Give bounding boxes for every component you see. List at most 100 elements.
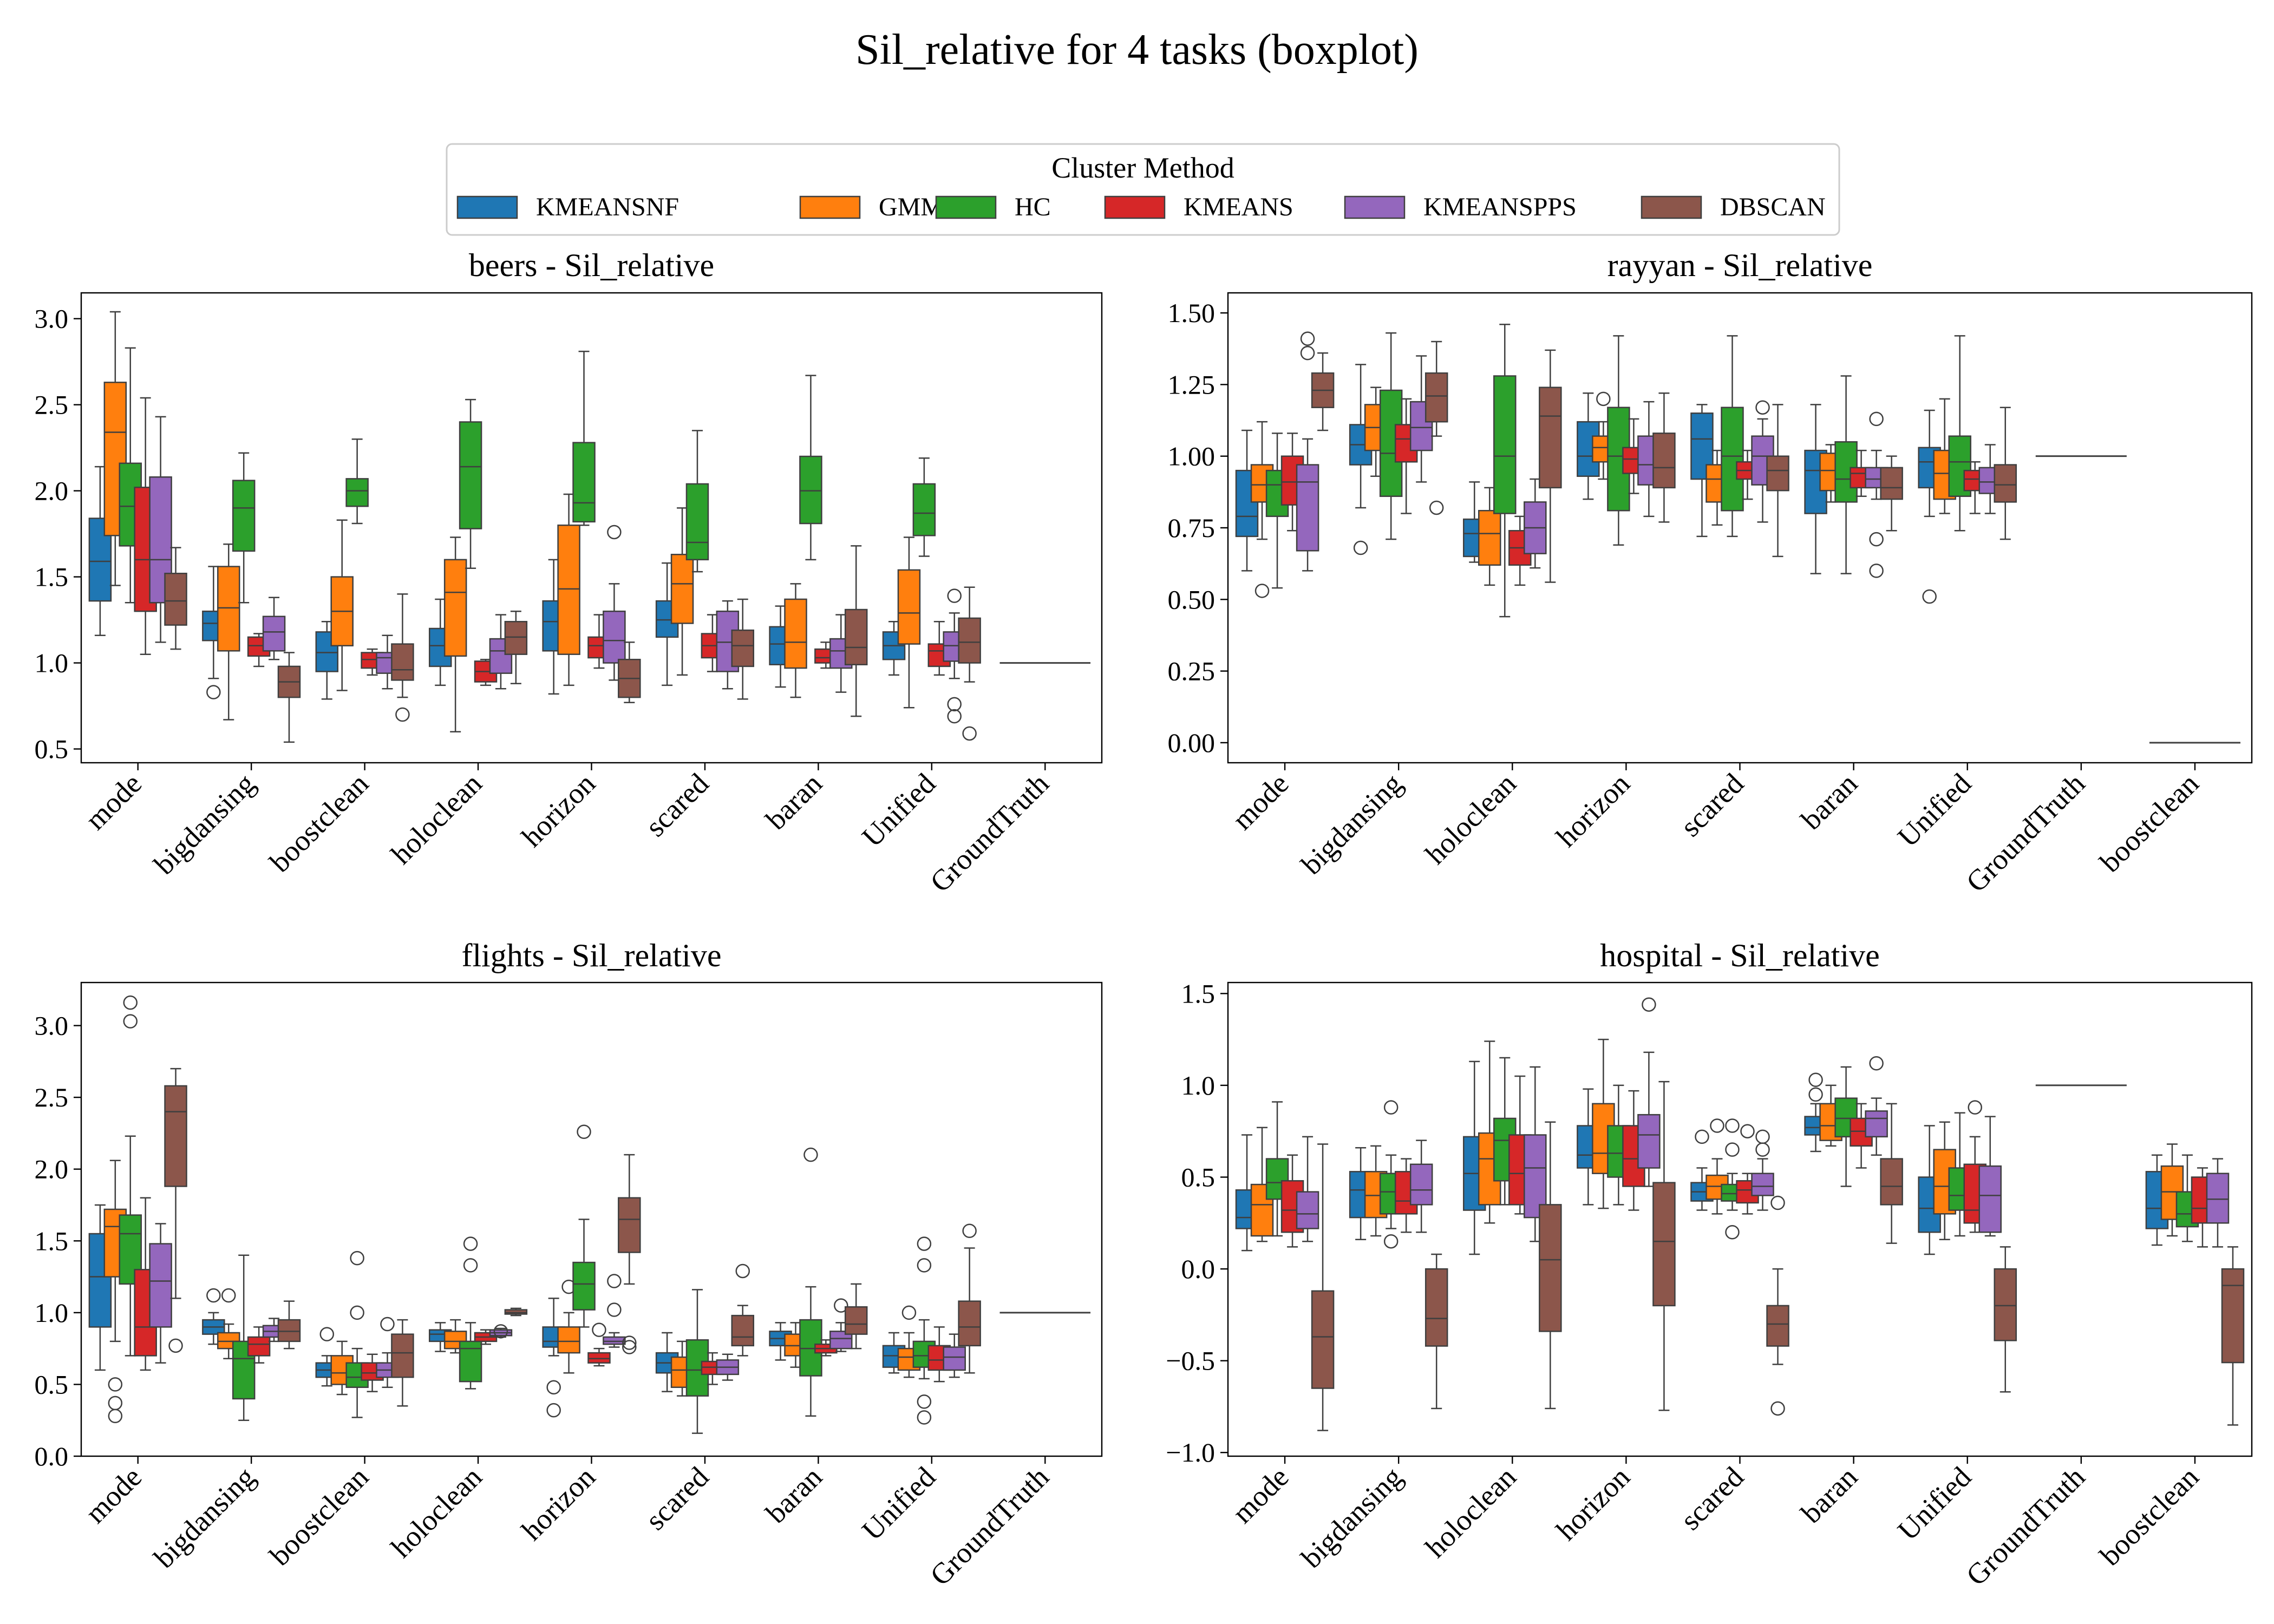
box-hc-baran	[799, 1147, 822, 1417]
box-iqr	[1652, 1182, 1676, 1307]
subplot-4: hospital - Sil_relative −1.0 −0.5 0.0 0.5 1.0…	[1166, 938, 2253, 1592]
box-iqr	[247, 1336, 271, 1357]
outlier-point	[607, 525, 622, 540]
box-hc-scared	[685, 430, 709, 573]
box-hc-scared	[1721, 335, 1744, 538]
box-iqr	[1880, 1158, 1903, 1206]
x-tick-label-unified: Unified	[855, 1461, 942, 1547]
outlier-point	[917, 1394, 932, 1409]
box-iqr	[603, 1336, 626, 1345]
box-iqr	[217, 1332, 240, 1350]
x-tick-label-holoclean: holoclean	[385, 1461, 488, 1564]
x-tick-label-groundtruth: GroundTruth	[924, 1461, 1055, 1592]
box-iqr	[459, 421, 482, 529]
box-gmm-scared	[670, 507, 694, 676]
legend-label-kmeanspps: KMEANSPPS	[1423, 193, 1577, 221]
box-kmeansnf-horizon	[542, 1298, 565, 1418]
box-iqr	[1409, 1163, 1433, 1206]
box-kmeanspps-holoclean	[1524, 478, 1547, 569]
box-iqr	[459, 1340, 482, 1383]
x-tick-label-scared: scared	[639, 1461, 715, 1536]
box-iqr	[1524, 1134, 1547, 1219]
box-hc-baran	[1834, 375, 1858, 574]
y-tick-label: 0.75	[1168, 513, 1216, 543]
box-iqr	[557, 524, 580, 655]
box-iqr	[1424, 372, 1448, 423]
box-iqr	[912, 483, 936, 536]
outlier-point	[1300, 331, 1315, 346]
outlier-point	[206, 685, 221, 699]
outlier-point	[1725, 1142, 1740, 1157]
box-iqr	[603, 610, 626, 664]
x-tick-label-holoclean: holoclean	[1419, 1461, 1522, 1564]
legend-swatch-hc	[935, 195, 997, 219]
outlier-point	[319, 1327, 335, 1341]
box-iqr	[572, 1261, 596, 1311]
box-iqr	[943, 1346, 966, 1371]
legend-swatch-kmeans	[1104, 195, 1166, 219]
box-iqr	[1978, 1165, 2002, 1233]
outlier-point	[1755, 400, 1770, 415]
x-tick-label-horizon: horizon	[1550, 1461, 1636, 1547]
x-tick-label-boostclean: boostclean	[2094, 1461, 2205, 1572]
x-tick-label-baran: baran	[760, 767, 828, 836]
x-tick-label-boostclean: boostclean	[2094, 767, 2205, 879]
box-hc-baran	[1834, 1066, 1858, 1187]
y-tick-label: 2.5	[35, 1082, 69, 1112]
outlier-point	[350, 1305, 364, 1320]
x-tick-label-baran: baran	[760, 1461, 828, 1529]
y-tick-label: 1.0	[35, 1298, 69, 1328]
box-kmeanspps-bigdansing	[262, 597, 286, 660]
outlier-point	[947, 709, 962, 724]
outlier-point	[1770, 1195, 1785, 1210]
x-tick-label-mode: mode	[1226, 767, 1295, 836]
box-iqr	[1637, 1114, 1661, 1169]
outlier-point	[546, 1380, 561, 1394]
box-dbscan-mode	[164, 547, 187, 650]
outlier-point	[962, 1223, 977, 1238]
box-iqr	[958, 1300, 981, 1347]
box-kmeansnf-bigdansing	[1349, 364, 1373, 555]
outlier-point	[206, 1288, 221, 1303]
y-tick-label: 2.5	[35, 390, 69, 420]
box-iqr	[1493, 375, 1517, 514]
legend: Cluster Method KMEANSNF GMM HC KMEANS KMEANS…	[446, 143, 1840, 236]
box-hc-horizon	[572, 1124, 596, 1328]
box-iqr	[1539, 387, 1562, 489]
y-tick-label: 0.0	[1181, 1254, 1216, 1284]
box-gmm-unified	[897, 536, 921, 709]
outlier-point	[350, 1250, 364, 1266]
box-dbscan-baran	[1880, 455, 1903, 532]
box-dbscan-horizon	[1652, 392, 1676, 523]
y-tick-label: 2.0	[35, 1154, 69, 1184]
box-dbscan-scared	[1766, 404, 1789, 558]
subplot-title: beers - Sil_relative	[469, 247, 714, 283]
outlier-point	[1725, 1224, 1740, 1240]
box-dbscan-scared	[1766, 1195, 1789, 1416]
box-dbscan-baran	[844, 545, 868, 717]
box-iqr	[277, 1319, 301, 1343]
x-tick-label-horizon: horizon	[515, 767, 602, 853]
box-gmm-horizon	[1592, 1038, 1615, 1209]
box-dbscan-scared	[731, 1263, 755, 1357]
box-iqr	[443, 1331, 467, 1350]
x-tick-label-baran: baran	[1795, 1461, 1864, 1529]
box-iqr	[1296, 1191, 1319, 1229]
box-iqr	[685, 483, 709, 561]
outlier-point	[123, 995, 138, 1010]
y-tick-label: 1.25	[1168, 369, 1216, 400]
y-tick-label: 2.0	[35, 476, 69, 506]
outlier-point	[917, 1236, 932, 1251]
box-kmeansnf-unified	[1918, 409, 1941, 604]
box-dbscan-holoclean	[504, 1307, 528, 1317]
outlier-point	[901, 1305, 917, 1320]
outlier-point	[962, 726, 977, 741]
y-tick-label: 1.5	[1181, 978, 1216, 1009]
box-kmeanspps-mode	[1296, 1136, 1319, 1242]
box-iqr	[731, 629, 755, 667]
legend-label-kmeans: KMEANS	[1184, 193, 1293, 221]
box-iqr	[164, 1085, 187, 1187]
box-gmm-baran	[784, 583, 807, 698]
outlier-point	[1808, 1072, 1823, 1087]
box-kmeanspps-scared	[716, 1353, 740, 1381]
